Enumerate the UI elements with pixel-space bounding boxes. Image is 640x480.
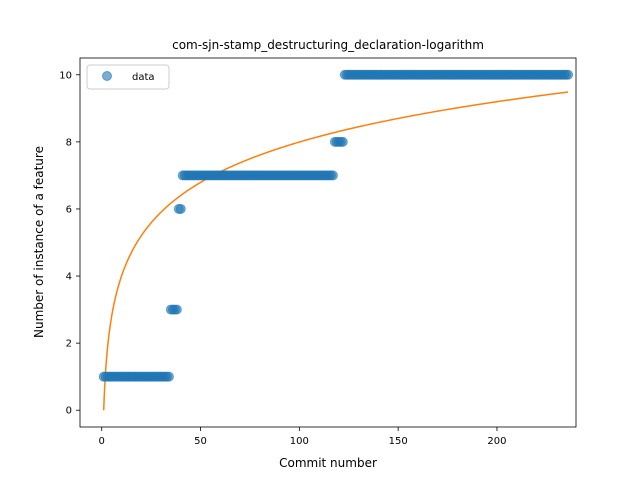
legend-box [86, 64, 170, 90]
y-axis-ticks: 0 2 4 6 8 10 [59, 70, 80, 417]
x-axis-ticks: 0 50 100 150 200 [99, 427, 507, 447]
fit-line [102, 91, 569, 411]
points-layer [98, 69, 574, 382]
data-point [327, 170, 338, 181]
data-point [337, 136, 348, 147]
data-point [563, 69, 574, 80]
legend: data [86, 64, 170, 90]
data-point [163, 371, 174, 382]
legend-marker-data [102, 71, 112, 81]
x-tick-label: 50 [194, 436, 207, 447]
x-axis-label: Commit number [279, 456, 377, 470]
fit-layer [102, 91, 569, 411]
data-point [175, 203, 186, 214]
y-tick-label: 2 [66, 339, 72, 350]
y-tick-label: 4 [66, 272, 72, 283]
plot-frame [79, 57, 577, 428]
y-tick-label: 6 [66, 204, 72, 215]
plot-background [80, 58, 576, 427]
y-tick-label: 10 [59, 70, 72, 81]
x-tick-label: 200 [487, 436, 506, 447]
y-tick-label: 0 [66, 406, 72, 417]
y-tick-label: 8 [66, 137, 72, 148]
data-point [171, 304, 182, 315]
x-tick-label: 0 [99, 436, 105, 447]
chart-title: com-sjn-stamp_destructuring_declaration-… [172, 38, 484, 52]
y-axis-label: Number of instance of a feature [32, 146, 46, 338]
legend-label-data: data [132, 72, 155, 83]
x-tick-label: 150 [389, 436, 408, 447]
x-tick-label: 100 [290, 436, 309, 447]
